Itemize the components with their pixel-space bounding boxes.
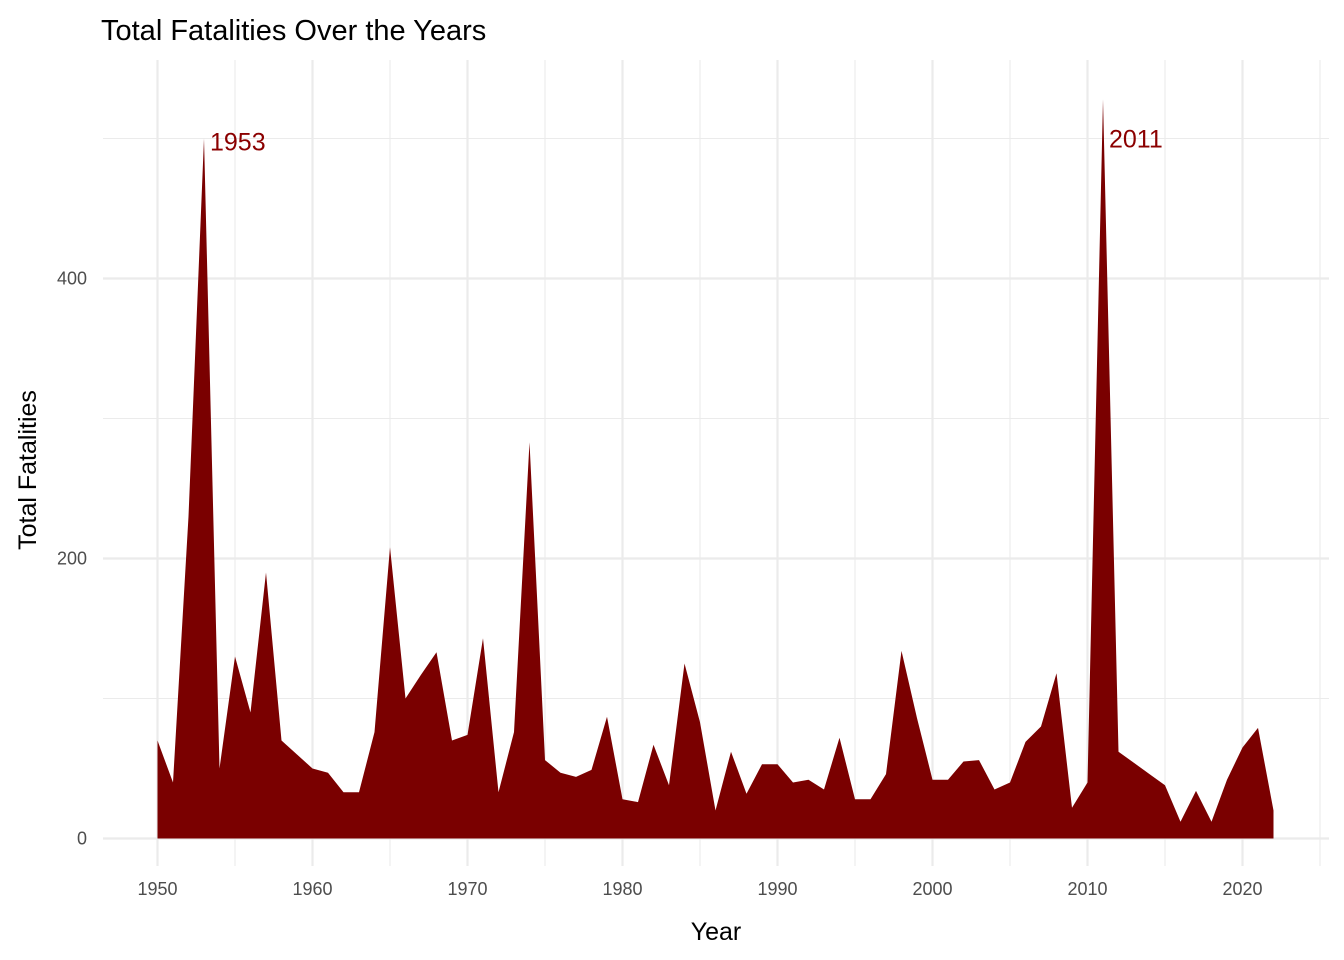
x-tick-label: 1950 — [137, 879, 177, 899]
x-axis-title: Year — [691, 918, 742, 946]
y-tick-label: 0 — [77, 829, 87, 849]
y-tick-label: 200 — [57, 549, 87, 569]
y-tick-label: 400 — [57, 269, 87, 289]
x-tick-label: 1980 — [602, 879, 642, 899]
annotation-label: 1953 — [210, 128, 266, 156]
x-tick-label: 2000 — [912, 879, 952, 899]
fatalities-area — [157, 99, 1274, 839]
y-axis: 0 200 400 — [57, 269, 87, 849]
chart-title: Total Fatalities Over the Years — [101, 15, 486, 47]
x-axis: 1950 1960 1970 1980 1990 2000 2010 2020 — [137, 879, 1262, 899]
area-layer — [157, 99, 1274, 839]
x-tick-label: 1970 — [447, 879, 487, 899]
x-tick-label: 1990 — [757, 879, 797, 899]
annotation-layer: 1953 2011 — [210, 126, 1163, 157]
y-axis-title: Total Fatalities — [14, 390, 42, 550]
x-tick-label: 1960 — [292, 879, 332, 899]
x-tick-label: 2020 — [1222, 879, 1262, 899]
annotation-label: 2011 — [1109, 126, 1163, 154]
grid — [103, 60, 1329, 866]
x-tick-label: 2010 — [1067, 879, 1107, 899]
